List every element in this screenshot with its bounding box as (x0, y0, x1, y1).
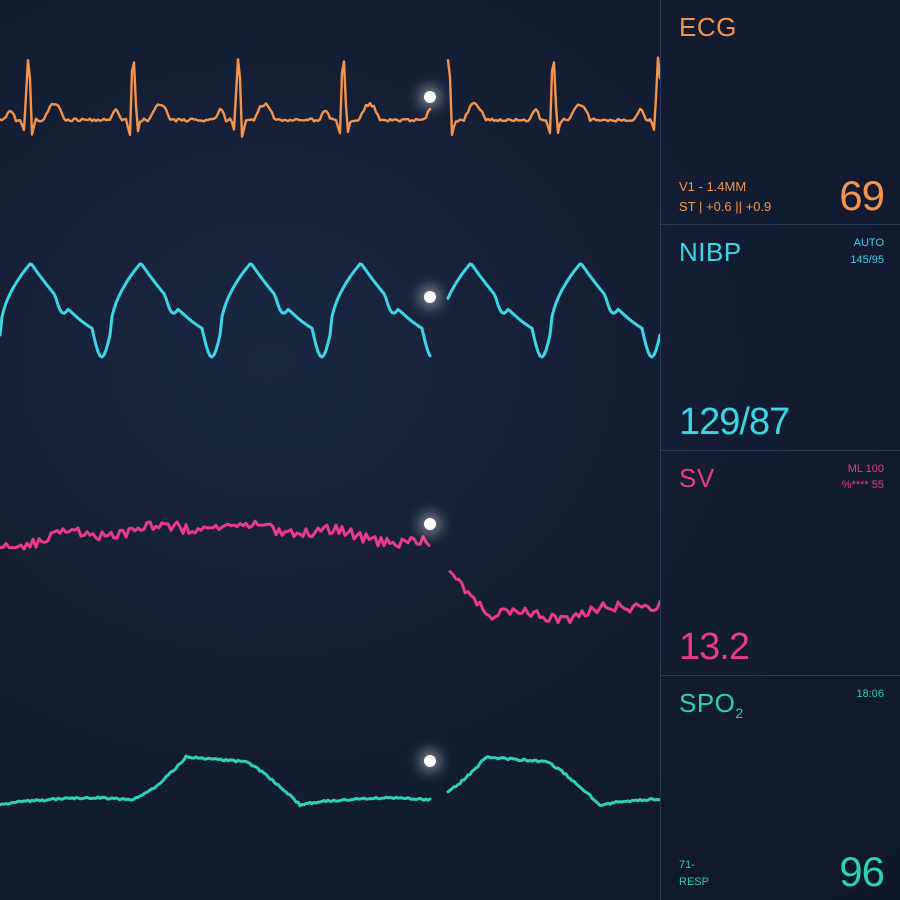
spo2-resp-line2: RESP (679, 874, 709, 891)
ecg-wave (0, 0, 660, 225)
ecg-label: ECG (679, 12, 882, 43)
spo2-panel[interactable]: SPO2 18:06 71- RESP 96 (660, 675, 900, 900)
nibp-meta-line1: AUTO (850, 235, 884, 252)
spo2-wave (0, 675, 660, 900)
nibp-wave-row (0, 225, 660, 450)
spo2-wave-row (0, 675, 660, 900)
spo2-cursor-dot (424, 755, 436, 767)
spo2-resp: 71- RESP (679, 857, 709, 890)
sv-meta-line1: ML 100 (842, 461, 884, 478)
ecg-detail-line1: V1 - 1.4MM (679, 177, 771, 198)
sv-wave-row (0, 450, 660, 675)
sv-wave (0, 450, 660, 675)
nibp-meta-line2: 145/95 (850, 252, 884, 269)
nibp-value: 129/87 (679, 401, 789, 444)
sv-meta: ML 100 %**** 55 (842, 461, 884, 494)
nibp-wave (0, 225, 660, 450)
ecg-detail-line2: ST | +0.6 || +0.9 (679, 197, 771, 218)
sv-cursor-dot (424, 518, 436, 530)
spo2-value: 96 (839, 848, 884, 896)
ecg-detail: V1 - 1.4MM ST | +0.6 || +0.9 (679, 177, 771, 219)
spo2-label-sub: 2 (735, 705, 743, 721)
nibp-meta: AUTO 145/95 (850, 235, 884, 268)
ecg-panel[interactable]: ECG V1 - 1.4MM ST | +0.6 || +0.9 69 (660, 0, 900, 224)
sv-meta-line2: %**** 55 (842, 477, 884, 494)
ecg-wave-row (0, 0, 660, 225)
ecg-cursor-dot (424, 91, 436, 103)
spo2-meta: 18:06 (856, 686, 884, 703)
nibp-panel[interactable]: NIBP AUTO 145/95 129/87 (660, 224, 900, 449)
spo2-resp-line1: 71- (679, 857, 709, 874)
spo2-label-text: SPO (679, 688, 735, 718)
spo2-meta-line1: 18:06 (856, 686, 884, 703)
spo2-label: SPO2 (679, 688, 882, 721)
sv-value: 13.2 (679, 626, 749, 669)
nibp-cursor-dot (424, 291, 436, 303)
ecg-value: 69 (839, 172, 884, 220)
sv-panel[interactable]: SV ML 100 %**** 55 13.2 (660, 450, 900, 675)
